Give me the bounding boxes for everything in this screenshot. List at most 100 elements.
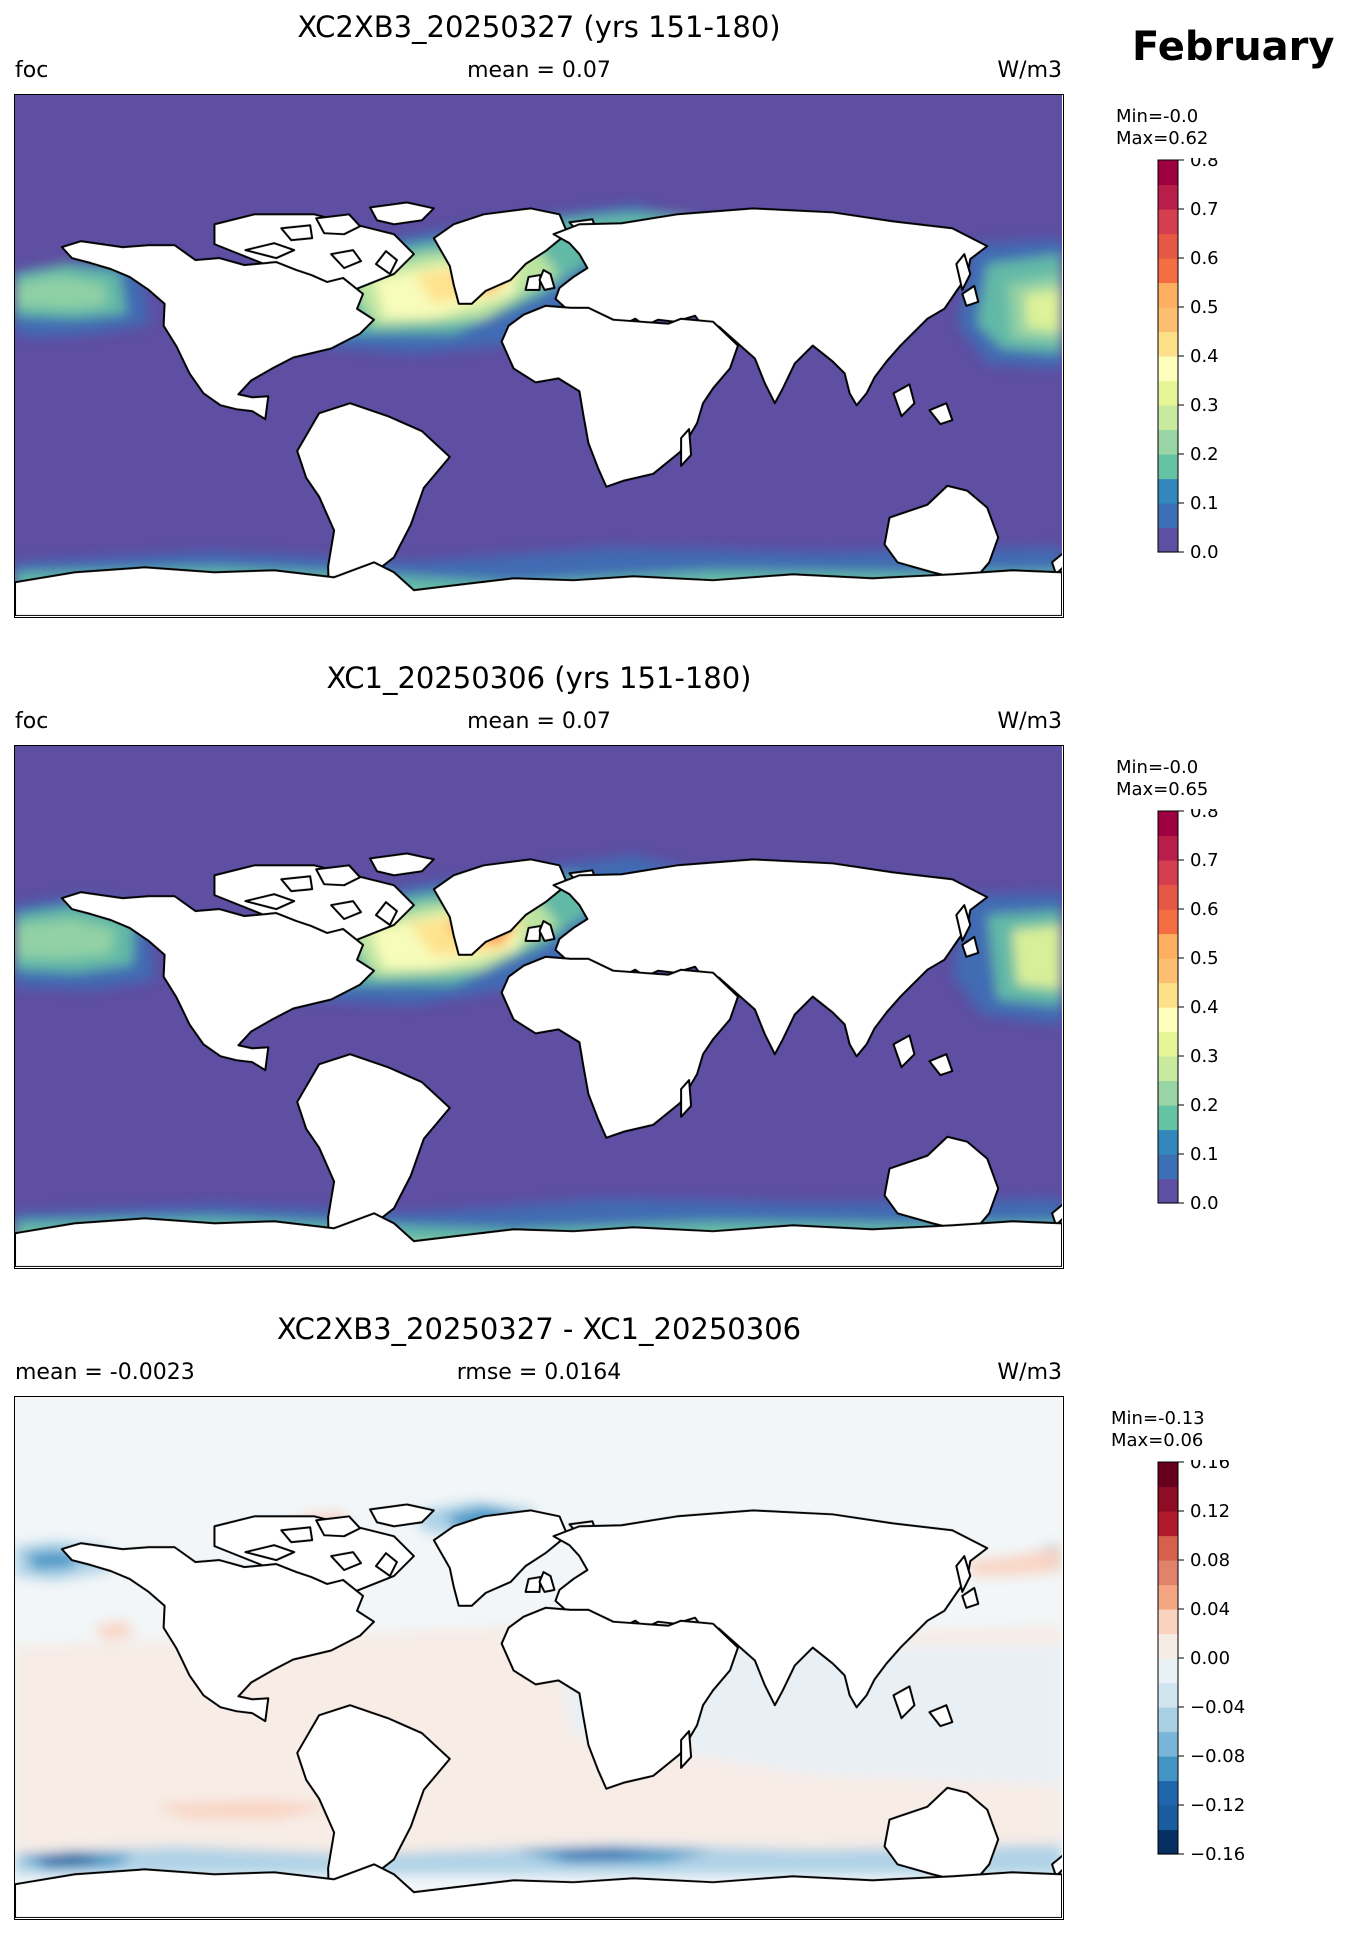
colorbar-segment — [1158, 1829, 1178, 1855]
colorbar-tick-label: 0.7 — [1190, 850, 1219, 871]
field-contour — [94, 1620, 135, 1641]
colorbar-segment — [1158, 958, 1178, 984]
colorbar-segment — [1158, 1007, 1178, 1033]
field-layer — [15, 1501, 1062, 1875]
panel-2-title: XC1_20250306 (yrs 151-180) — [326, 661, 752, 695]
colorbar-segment — [1158, 307, 1178, 333]
panel-3-mean-label: mean = -0.0023 — [15, 1360, 195, 1385]
landmass — [883, 484, 1000, 584]
landmass — [928, 1704, 954, 1728]
colorbar-segment — [1158, 258, 1178, 284]
panel-2-map — [14, 745, 1065, 1288]
colorbar-tick-label: −0.16 — [1190, 1844, 1245, 1860]
landmass — [500, 955, 739, 1139]
landmass — [955, 253, 972, 291]
landmass — [892, 383, 916, 418]
colorbar-segment — [1158, 1731, 1178, 1757]
colorbar-tick-label: 0.12 — [1190, 1501, 1230, 1522]
panel-1-max: Max=0.62 — [1116, 128, 1209, 149]
colorbar-segment — [1158, 1031, 1178, 1057]
panel-3-title: XC2XB3_20250327 - XC1_20250306 — [276, 1312, 802, 1346]
panel-1-field-label: foc — [15, 58, 49, 83]
colorbar-segment — [1158, 405, 1178, 431]
colorbar-segment — [1158, 503, 1178, 529]
landmass — [955, 1555, 972, 1593]
panel-1-colorbar-scale: 0.0 0.1 0.2 0.3 0.4 0.5 0.6 0.7 0.8 — [1157, 150, 1219, 563]
colorbar-segment — [1158, 1780, 1178, 1806]
landmass — [315, 1515, 362, 1538]
landmass — [680, 1079, 693, 1118]
colorbar-tick-label: 0.3 — [1190, 1046, 1219, 1067]
panel-3-rmse-label: rmse = 0.0164 — [456, 1360, 622, 1385]
colorbar-tick-label: 0.6 — [1190, 899, 1219, 920]
colorbar-tick-label: −0.08 — [1190, 1746, 1245, 1767]
colorbar-tick-label: −0.12 — [1190, 1795, 1245, 1816]
colorbar-segment — [1158, 1609, 1178, 1635]
landmass — [368, 201, 435, 226]
colorbar-segment — [1158, 933, 1178, 959]
colorbar-segment — [1158, 331, 1178, 357]
landmass — [928, 1053, 954, 1077]
panel-2-colorbar: 0.0 0.1 0.2 0.3 0.4 0.5 0.6 0.7 0.8 — [1156, 801, 1276, 1214]
land-layer — [14, 201, 1065, 621]
landmass — [432, 1509, 569, 1607]
landmass — [524, 273, 542, 291]
colorbar-segment — [1158, 1080, 1178, 1106]
landmass — [14, 1212, 1063, 1268]
colorbar-tick-label: 0.4 — [1190, 346, 1219, 367]
colorbar-tick-label: 0.1 — [1190, 1144, 1219, 1165]
colorbar-segment — [1158, 380, 1178, 406]
colorbar-segment — [1158, 1658, 1178, 1684]
panel-3-colorbar: −0.16 −0.12 −0.08 −0.04 0.00 0.04 0.08 0.12 0.16 — [1156, 1452, 1276, 1865]
landmass — [961, 1586, 980, 1609]
colorbar-tick-label: 0.3 — [1190, 395, 1219, 416]
colorbar-segment — [1158, 454, 1178, 480]
colorbar-segment — [1158, 1560, 1178, 1586]
landmass — [538, 268, 556, 291]
colorbar-tick-label: 0.5 — [1190, 948, 1219, 969]
colorbar-segment — [1158, 909, 1178, 935]
field-contour — [154, 1799, 335, 1820]
colorbar-tick-label: 0.0 — [1190, 542, 1219, 558]
colorbar-tick-label: 0.2 — [1190, 444, 1219, 465]
colorbar-segment — [1158, 429, 1178, 455]
landmass — [315, 864, 362, 887]
colorbar-segment — [1158, 1462, 1178, 1488]
colorbar-segment — [1158, 884, 1178, 910]
panel-2-min: Min=-0.0 — [1116, 757, 1199, 778]
month-label: February — [1132, 24, 1335, 70]
colorbar-tick-label: 0.2 — [1190, 1095, 1219, 1116]
field-contour — [34, 1854, 105, 1868]
panel-1-map-field — [14, 95, 1065, 637]
colorbar-tick-label: 0.5 — [1190, 297, 1219, 318]
colorbar-segment — [1158, 860, 1178, 886]
colorbar-tick-label: 0.8 — [1190, 809, 1219, 822]
field-contour — [1012, 924, 1062, 990]
land-layer — [14, 852, 1065, 1272]
colorbar-segment — [1158, 1756, 1178, 1782]
colorbar-tick-label: 0.4 — [1190, 997, 1219, 1018]
landmass — [280, 875, 314, 893]
colorbar-tick-label: 0.8 — [1190, 158, 1219, 171]
panel-2-map-field — [14, 746, 1065, 1288]
colorbar-segment — [1158, 1584, 1178, 1610]
colorbar-segment — [1158, 527, 1178, 553]
panel-3-units: W/m3 — [997, 1360, 1062, 1385]
panel-3-map — [14, 1396, 1065, 1923]
colorbar-segment — [1158, 1707, 1178, 1733]
field-contour — [553, 1849, 654, 1861]
panel-2-units: W/m3 — [997, 709, 1062, 734]
landmass — [374, 250, 398, 275]
landmass — [883, 1135, 1000, 1235]
colorbar-segment — [1158, 1682, 1178, 1708]
panel-2-colorbar-scale: 0.0 0.1 0.2 0.3 0.4 0.5 0.6 0.7 0.8 — [1157, 801, 1219, 1214]
panel-3-map-field — [14, 1397, 1065, 1923]
landmass — [892, 1685, 916, 1720]
landmass — [500, 1606, 739, 1790]
landmass — [524, 924, 542, 942]
colorbar-segment — [1158, 811, 1178, 837]
colorbar-segment — [1158, 1129, 1178, 1155]
colorbar-segment — [1158, 160, 1178, 186]
colorbar-tick-label: 0.7 — [1190, 199, 1219, 220]
landmass — [60, 1542, 375, 1723]
